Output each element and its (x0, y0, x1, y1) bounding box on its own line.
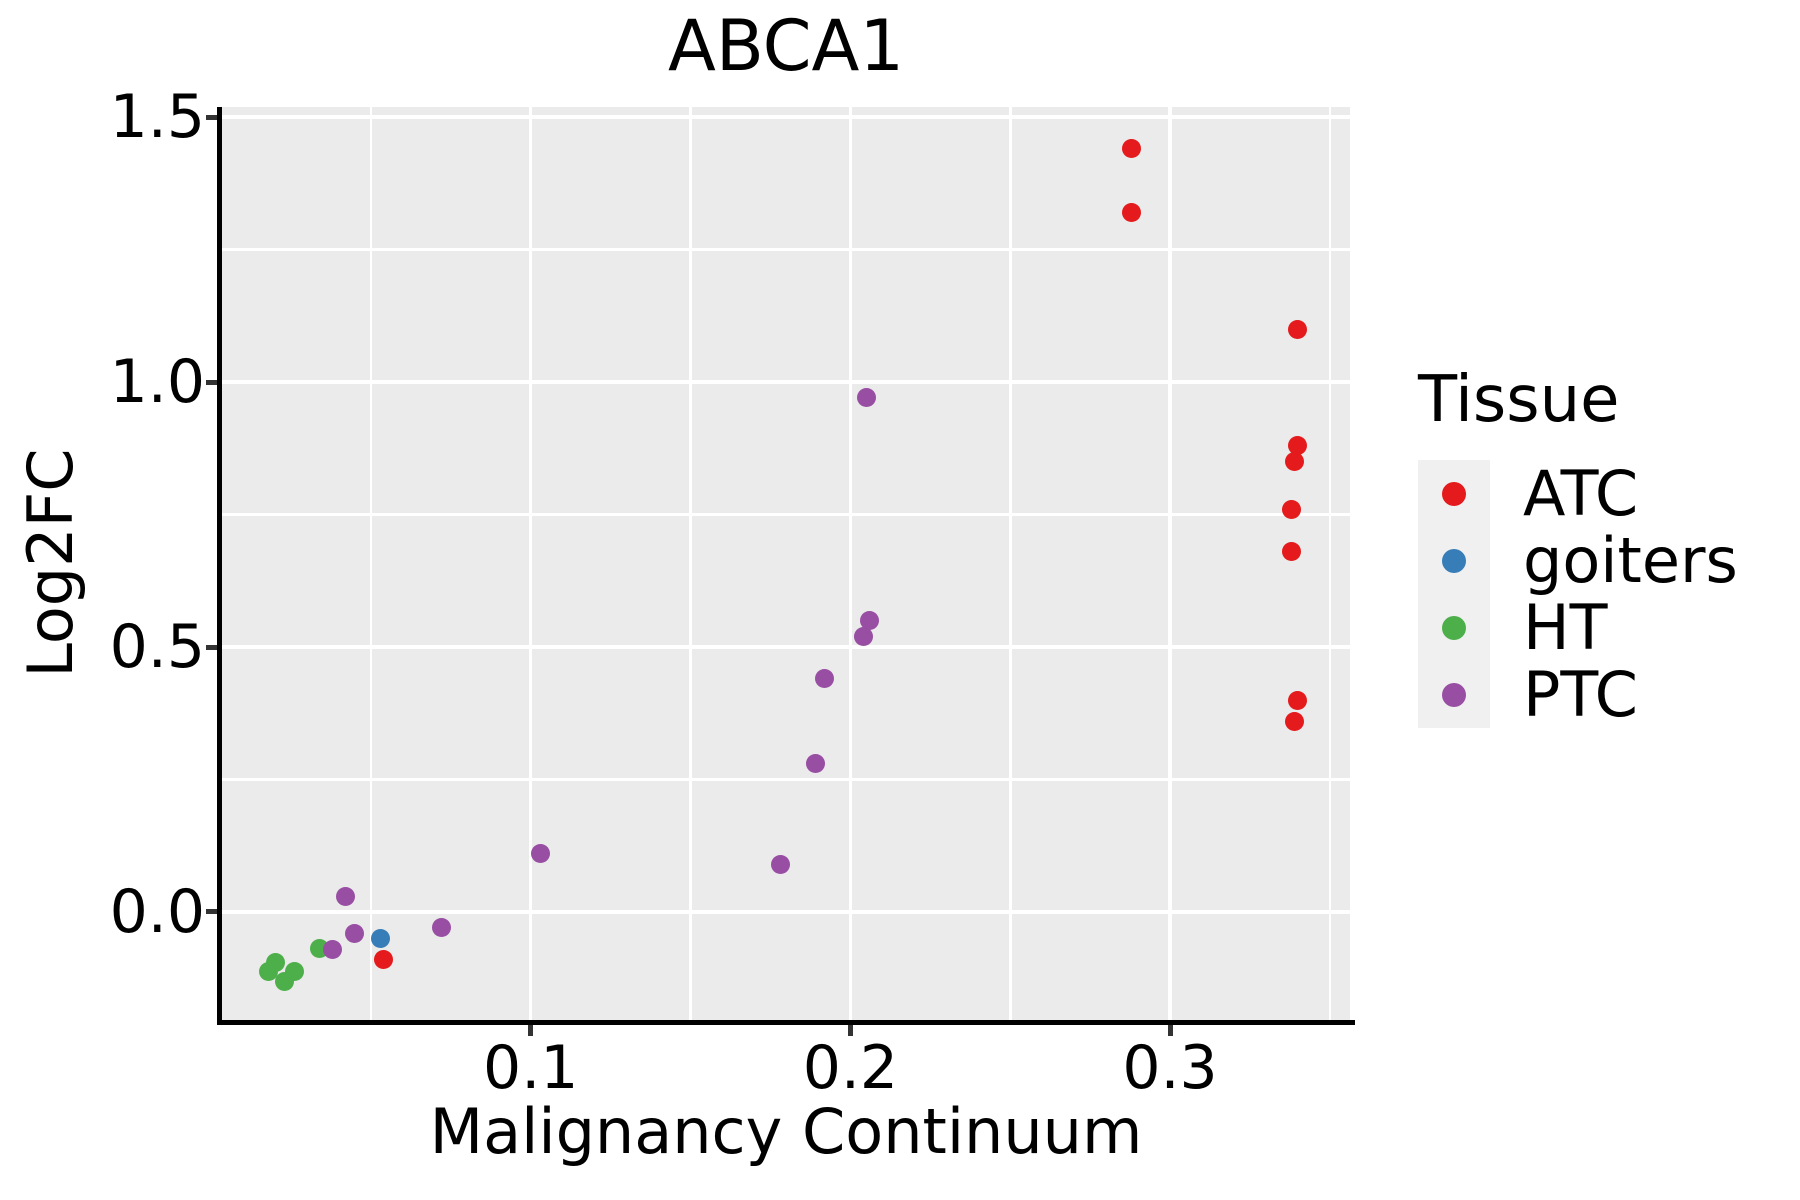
data-point-ATC (1288, 319, 1308, 339)
minor-gridline-y (222, 778, 1350, 781)
data-point-ATC (1122, 139, 1142, 159)
data-point-PTC (770, 854, 790, 874)
x-tick-mark (528, 1025, 534, 1036)
data-point-ATC (1288, 436, 1308, 456)
y-tick-mark (206, 379, 217, 385)
data-point-ATC (1122, 202, 1142, 222)
x-tick-mark (1167, 1025, 1173, 1036)
y-tick-label: 0.5 (109, 612, 205, 683)
data-point-PTC (431, 918, 451, 938)
legend: Tissue ATC goiters HT PTC (1418, 363, 1738, 728)
data-point-PTC (345, 923, 365, 943)
y-tick-label: 1.0 (109, 347, 205, 418)
minor-gridline-x (369, 107, 373, 1020)
y-tick-mark (206, 909, 217, 915)
data-point-PTC (853, 626, 873, 646)
minor-gridline-x (1328, 107, 1332, 1020)
legend-dot-ATC (1442, 481, 1466, 506)
x-tick-mark (847, 1025, 853, 1036)
data-point-ATC (1282, 499, 1301, 519)
data-point-ATC (1285, 711, 1305, 731)
data-point-PTC (815, 669, 835, 689)
data-point-PTC (856, 388, 876, 408)
x-axis-line (217, 1020, 1355, 1025)
plot-panel (222, 107, 1350, 1020)
legend-entry-ATC: ATC (1418, 460, 1638, 527)
data-point-ATC (374, 950, 394, 970)
data-point-goiters (371, 928, 391, 948)
y-axis-title: Log2FC (14, 448, 87, 678)
legend-keys: ATC goiters HT PTC (1418, 460, 1738, 728)
major-gridline-x (1168, 107, 1172, 1020)
legend-dot-goiters (1442, 548, 1466, 573)
minor-gridline-y (222, 248, 1350, 251)
y-tick-label: 1.5 (109, 82, 205, 153)
legend-entry-HT: HT (1418, 594, 1620, 661)
major-gridline-y (222, 645, 1350, 649)
legend-label: HT (1523, 590, 1608, 664)
legend-label: goiters (1523, 523, 1738, 597)
data-point-PTC (323, 939, 343, 959)
y-tick-label: 0.0 (109, 876, 205, 947)
x-tick-label: 0.2 (802, 1033, 899, 1103)
y-tick-mark (206, 644, 217, 650)
data-point-PTC (860, 611, 880, 631)
major-gridline-x (529, 107, 533, 1020)
y-axis-line (217, 107, 222, 1025)
data-point-ATC (1285, 452, 1305, 472)
x-tick-label: 0.3 (1122, 1033, 1218, 1103)
legend-title: Tissue (1418, 363, 1620, 437)
data-point-HT (275, 972, 295, 992)
data-point-PTC (805, 754, 825, 774)
legend-dot-HT (1442, 615, 1466, 640)
data-point-ATC (1282, 542, 1301, 562)
minor-gridline-y (222, 513, 1350, 516)
x-tick-label: 0.1 (483, 1033, 579, 1103)
data-point-HT (259, 961, 279, 981)
major-gridline-x (848, 107, 853, 1020)
legend-entry-PTC: PTC (1418, 661, 1638, 728)
data-point-PTC (335, 886, 355, 906)
legend-dot-PTC (1442, 682, 1466, 707)
legend-entry-goiters: goiters (1418, 527, 1738, 594)
data-point-PTC (530, 844, 550, 864)
legend-label: PTC (1523, 657, 1638, 731)
minor-gridline-x (1008, 107, 1012, 1020)
major-gridline-y (222, 115, 1350, 119)
data-point-ATC (1288, 690, 1308, 710)
major-gridline-y (222, 380, 1350, 384)
chart-title: ABCA1 (668, 5, 904, 87)
minor-gridline-x (689, 107, 692, 1020)
legend-label: ATC (1523, 456, 1639, 530)
y-tick-mark (206, 114, 217, 120)
major-gridline-y (222, 910, 1350, 914)
x-axis-title: Malignancy Continuum (429, 1095, 1143, 1168)
